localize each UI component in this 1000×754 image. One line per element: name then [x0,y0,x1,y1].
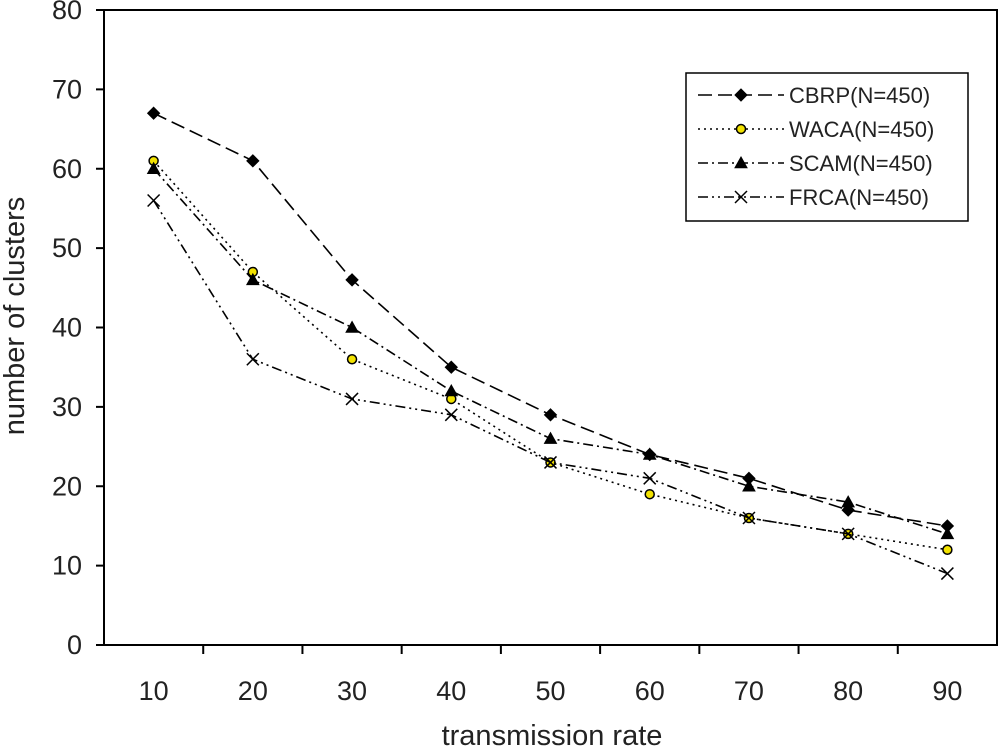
legend-label: FRCA(N=450) [789,185,929,210]
y-tick-label: 0 [67,630,82,660]
legend-label: SCAM(N=450) [789,151,933,176]
x-tick-label: 90 [932,676,962,706]
data-point-scam [742,479,756,492]
y-tick-label: 20 [52,471,82,501]
series-frca [147,193,954,581]
data-point-frca [940,567,954,581]
data-point-cbrp [246,154,260,168]
data-point-cbrp [543,408,558,422]
legend: CBRP(N=450) WACA(N=450) SCAM(N=450) FRCA(N=… [685,72,969,222]
x-tick-label: 50 [535,676,565,706]
legend-item-scam: SCAM(N=450) [698,151,933,176]
y-tick-label: 60 [52,154,82,184]
data-point-cbrp [146,106,161,120]
data-point-scam [444,383,459,397]
legend-item-frca: FRCA(N=450) [698,185,929,210]
legend-item-waca: WACA(N=450) [698,117,934,142]
series-scam [146,161,955,540]
x-tick-label: 40 [436,676,466,706]
data-point-frca [147,193,161,208]
x-tick-label: 70 [734,676,764,706]
series-line-scam [153,168,948,535]
data-point-frca [841,527,855,541]
data-point-scam [146,161,161,175]
data-point-frca [643,471,657,485]
x-tick-label: 80 [833,676,863,706]
data-point-cbrp [444,360,458,374]
legend-marker [734,88,748,102]
data-point-scam [245,272,260,286]
data-point-waca [942,544,953,555]
y-tick-label: 10 [52,551,82,581]
data-point-frca [444,408,458,422]
data-point-scam [642,447,657,460]
x-tick-label: 30 [337,676,367,706]
data-point-frca [246,352,260,366]
legend-marker [735,123,747,135]
legend-marker [734,190,748,204]
x-tick-label: 60 [635,676,665,706]
data-point-waca [644,488,655,500]
x-tick-label: 20 [238,676,268,706]
x-axis-title: transmission rate [442,720,663,749]
y-tick-label: 50 [52,233,82,263]
y-tick-label: 40 [52,313,82,343]
series-line-frca [152,200,948,575]
data-point-frca [742,511,756,525]
legend-label: CBRP(N=450) [789,83,930,108]
data-point-waca [346,354,358,365]
series-layer [146,106,955,581]
y-tick-label: 80 [52,0,82,25]
data-point-scam [841,495,856,508]
data-point-frca [345,392,359,406]
data-point-cbrp [345,273,359,287]
y-tick-label: 30 [52,392,82,422]
legend-label: WACA(N=450) [789,117,934,142]
x-tick-label: 10 [139,676,169,706]
data-point-frca [543,455,558,469]
axes: 0 10 20 30 40 50 60 70 80 10 20 30 40 50 60 70 80 90 [52,0,998,706]
data-point-scam [543,431,558,444]
legend-marker [734,155,748,169]
y-tick-label: 70 [52,74,82,104]
data-point-scam [345,320,359,333]
legend-item-cbrp: CBRP(N=450) [698,83,930,108]
data-point-scam [940,526,955,540]
y-axis-title: number of clusters [0,197,31,436]
